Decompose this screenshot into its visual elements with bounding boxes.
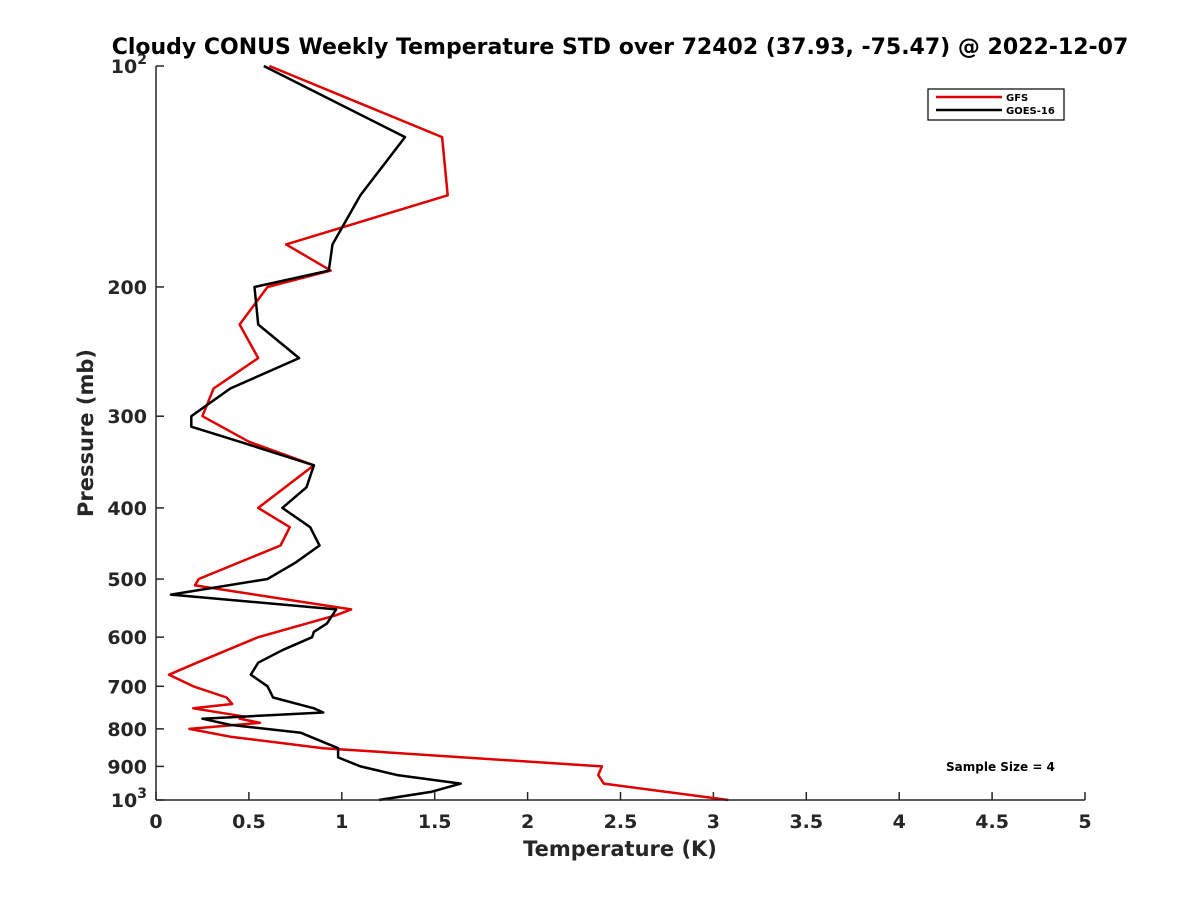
- chart-title: Cloudy CONUS Weekly Temperature STD over…: [112, 35, 1129, 60]
- sample-size-annotation: Sample Size = 4: [946, 760, 1055, 774]
- y-tick-label: 102: [111, 52, 147, 78]
- x-tick-label: 4.5: [975, 811, 1009, 833]
- x-tick-label: 1: [335, 811, 348, 833]
- legend-box: [927, 88, 1065, 121]
- legend-label-goes16: GOES-16: [1006, 106, 1055, 117]
- series-line-gfs: [167, 64, 729, 802]
- x-tick-label: 4: [893, 811, 906, 833]
- series-line-goes-16: [169, 64, 462, 802]
- y-tick-label: 800: [107, 719, 147, 741]
- x-tick-label: 3: [707, 811, 720, 833]
- x-tick-label: 2.5: [604, 811, 638, 833]
- y-axis-ticks: 102 200 300 400 500 600 700 800 900 103: [107, 52, 164, 812]
- x-tick-label: 3.5: [789, 811, 823, 833]
- legend: GFS GOES-16: [927, 88, 1065, 121]
- x-tick-label: 5: [1078, 811, 1091, 833]
- plot-lines: [167, 64, 729, 802]
- y-tick-label: 400: [107, 498, 147, 520]
- y-tick-label: 600: [107, 627, 147, 649]
- x-tick-label: 0: [149, 811, 162, 833]
- x-tick-label: 1.5: [418, 811, 452, 833]
- y-tick-label: 200: [107, 277, 147, 299]
- y-axis-label: Pressure (mb): [74, 349, 98, 517]
- x-tick-label: 0.5: [232, 811, 266, 833]
- legend-label-gfs: GFS: [1006, 93, 1028, 104]
- x-axis-label: Temperature (K): [523, 837, 717, 861]
- y-tick-label: 103: [111, 786, 147, 812]
- y-tick-label: 500: [107, 569, 147, 591]
- y-tick-label: 700: [107, 676, 147, 698]
- x-axis-ticks: 0 0.5 1 1.5 2 2.5 3 3.5 4 4.5 5: [149, 792, 1092, 833]
- y-tick-label: 900: [107, 756, 147, 778]
- x-tick-label: 2: [521, 811, 534, 833]
- y-tick-label: 300: [107, 406, 147, 428]
